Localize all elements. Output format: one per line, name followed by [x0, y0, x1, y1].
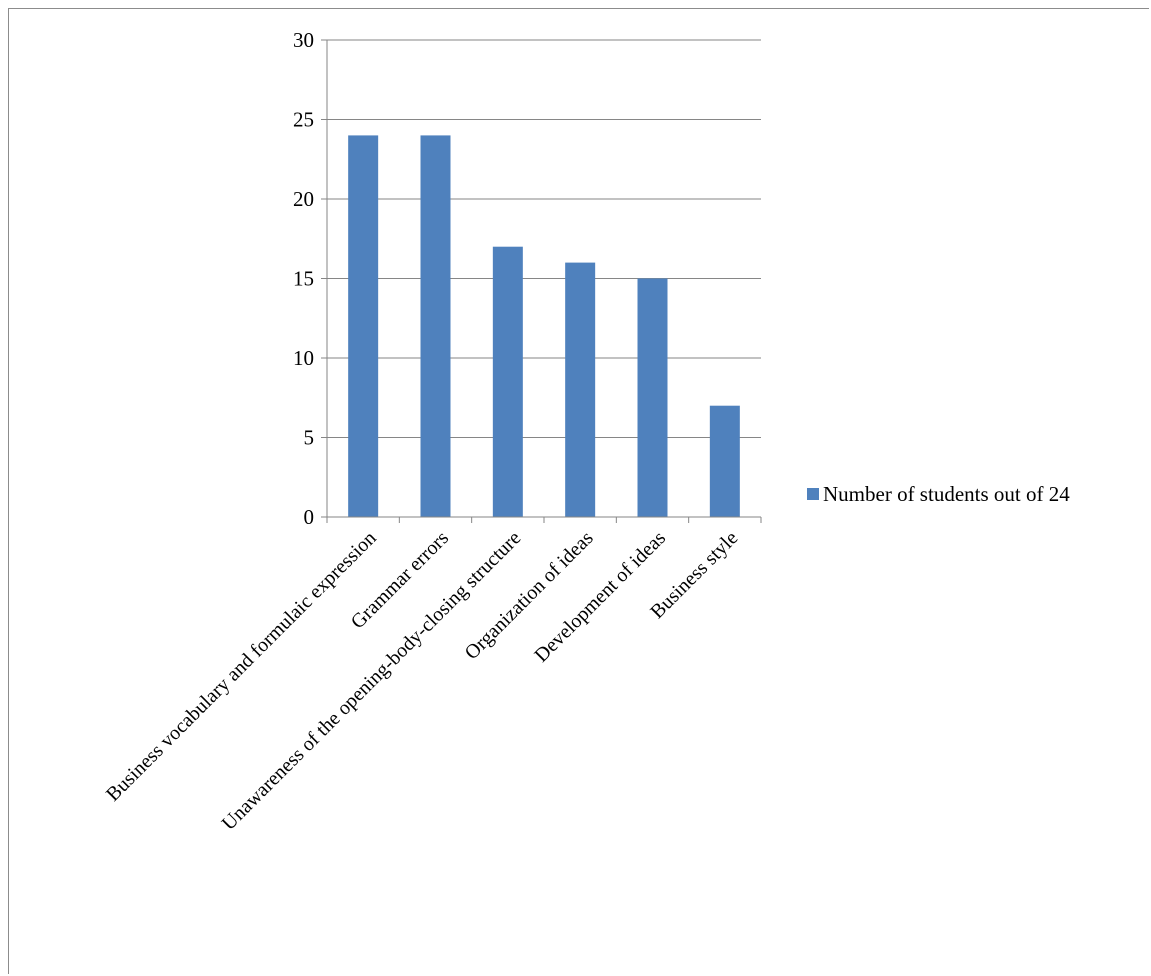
y-tick-label: 30 — [293, 28, 314, 52]
x-category-label: Unawareness of the opening-body-closing … — [218, 527, 526, 835]
bar — [492, 246, 523, 517]
legend: Number of students out of 24 — [807, 482, 1070, 506]
gridlines — [327, 39, 761, 438]
y-tick-label: 0 — [304, 505, 315, 529]
axes — [321, 39, 762, 523]
bar — [348, 135, 379, 517]
y-tick-label: 15 — [293, 267, 314, 291]
y-tick-label: 5 — [304, 426, 315, 450]
bar — [637, 278, 668, 517]
y-tick-label: 10 — [293, 346, 314, 370]
bar — [709, 405, 740, 517]
legend-swatch — [807, 488, 819, 500]
bar — [565, 262, 596, 517]
y-tick-labels: 0 5 10 15 20 25 30 — [293, 28, 314, 529]
x-category-labels: Business vocabulary and formulaic expres… — [102, 527, 742, 835]
bar — [420, 135, 451, 517]
bars — [348, 135, 740, 517]
x-category-label: Business vocabulary and formulaic expres… — [102, 527, 381, 806]
chart-frame — [8, 8, 1149, 974]
y-tick-label: 25 — [293, 108, 314, 132]
x-category-label: Development of ideas — [530, 527, 670, 667]
y-tick-label: 20 — [293, 187, 314, 211]
legend-label: Number of students out of 24 — [823, 482, 1070, 506]
x-category-label: Organization of ideas — [461, 527, 598, 664]
